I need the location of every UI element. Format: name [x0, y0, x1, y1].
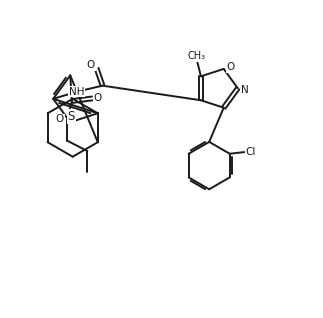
Text: Cl: Cl: [245, 147, 256, 157]
Text: O: O: [87, 60, 95, 70]
Text: NH: NH: [69, 86, 85, 97]
Text: CH₃: CH₃: [188, 51, 206, 61]
Text: O: O: [227, 62, 235, 72]
Text: S: S: [68, 110, 75, 123]
Text: O: O: [94, 93, 102, 103]
Text: N: N: [241, 85, 249, 95]
Text: O: O: [56, 114, 64, 124]
